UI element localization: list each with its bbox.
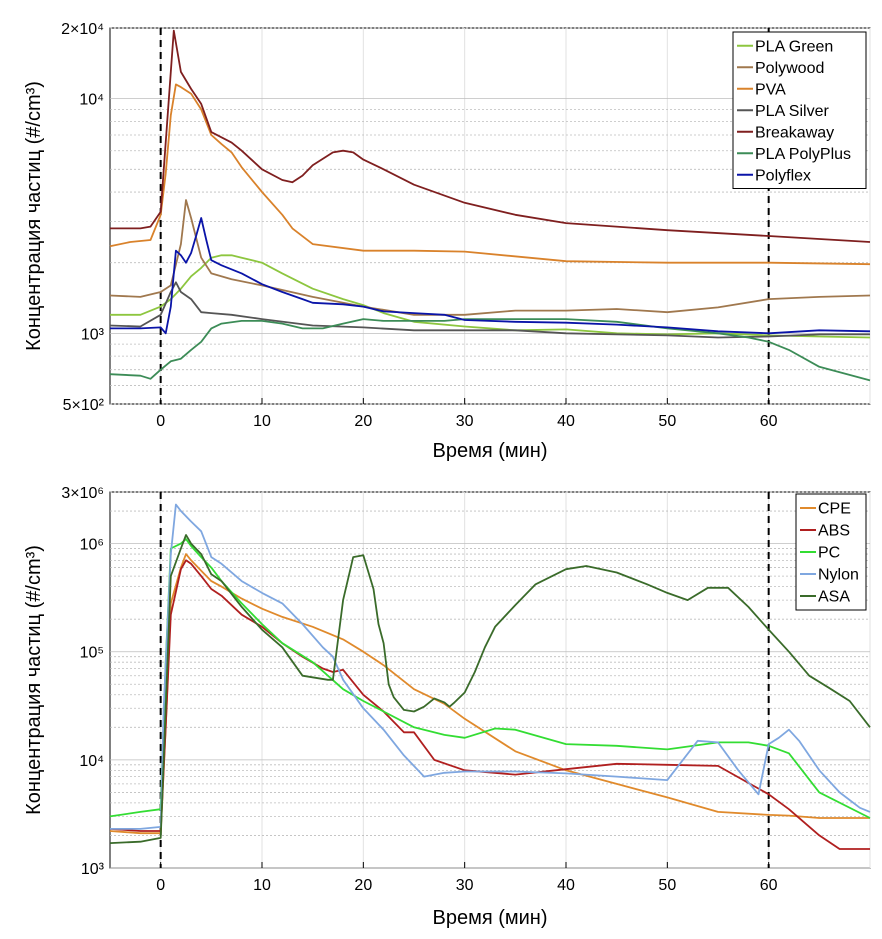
- x-axis-label-top: Время (мин): [432, 440, 547, 462]
- x-tick-label: 0: [156, 877, 165, 894]
- series-line-breakaway: [110, 29, 871, 243]
- y-tick-label: 10³: [81, 861, 105, 878]
- y-axis-label-bottom: Концентрация частиц (#/cm³): [23, 545, 45, 815]
- y-tick-label: 10⁴: [79, 92, 104, 109]
- legend-label: PLA PolyPlus: [755, 146, 851, 163]
- x-tick-label: 60: [760, 413, 778, 430]
- legend-label: CPE: [818, 501, 851, 518]
- series-line-asa: [109, 534, 871, 844]
- series-line-nylon: [110, 503, 871, 830]
- series-line-pla-green: [110, 254, 871, 339]
- x-tick-label: 50: [658, 877, 676, 894]
- x-tick-label: 60: [760, 877, 778, 894]
- x-tick-label: 20: [354, 413, 372, 430]
- legend-label: ASA: [818, 589, 850, 606]
- legend-label: Polywood: [755, 60, 824, 77]
- y-axis-label-top: Концентрация частиц (#/cm³): [23, 81, 45, 351]
- gridlines-bottom: [110, 491, 871, 869]
- y-tick-label: 2×10⁴: [61, 21, 104, 38]
- x-tick-label: 20: [354, 877, 372, 894]
- chart-top-panel: 0 10 20 30 40 50 60 5×10² 10³ 10⁴ 2×10⁴ Время (ми…: [23, 21, 871, 462]
- legend-label: Nylon: [818, 567, 859, 584]
- series-line-pla-silver: [109, 281, 870, 339]
- legend-label: PLA Silver: [755, 103, 829, 120]
- x-tick-label: 40: [557, 413, 575, 430]
- legend-box: [732, 31, 867, 189]
- legend-label: Polyflex: [755, 167, 811, 184]
- legend-label: ABS: [818, 523, 850, 540]
- legend-label: PLA Green: [755, 38, 833, 55]
- series-line-abs: [109, 559, 870, 850]
- x-tick-label: 50: [658, 413, 676, 430]
- series-lines-top: [109, 29, 871, 382]
- x-axis-label-bottom: Время (мин): [432, 907, 547, 929]
- legend-top: PLA Green Polywood PVA PLA Silver Breakaway P…: [732, 31, 867, 189]
- series-line-polyflex: [110, 217, 871, 335]
- series-line-pla-polyplus: [109, 318, 871, 382]
- chart-bottom-panel: 0 10 20 30 40 50 60 10³ 10⁴ 10⁵ 10⁶ 3×10⁶ Время (м…: [23, 485, 871, 929]
- y-tick-label: 10⁶: [80, 537, 104, 554]
- x-ticks-top: 0 10 20 30 40 50 60: [156, 398, 778, 430]
- x-tick-label: 40: [557, 877, 575, 894]
- legend-bottom: CPE ABS PC Nylon ASA: [795, 493, 867, 611]
- y-ticks-top: 5×10² 10³ 10⁴ 2×10⁴: [61, 21, 105, 414]
- legend-label: Breakaway: [755, 124, 834, 141]
- y-tick-label: 10⁴: [79, 753, 104, 770]
- x-tick-label: 10: [253, 877, 271, 894]
- plot-area-bottom: [109, 491, 871, 869]
- y-tick-label: 10⁵: [80, 645, 104, 662]
- x-tick-label: 30: [456, 413, 474, 430]
- y-tick-label: 3×10⁶: [61, 485, 104, 502]
- x-tick-label: 0: [156, 413, 165, 430]
- x-tick-label: 30: [456, 877, 474, 894]
- y-tick-label: 10³: [81, 326, 105, 343]
- y-tick-label: 5×10²: [63, 397, 105, 414]
- legend-label: PC: [818, 545, 840, 562]
- x-tick-label: 10: [253, 413, 271, 430]
- series-line-pva: [109, 83, 871, 266]
- x-ticks-bottom: 0 10 20 30 40 50 60: [156, 862, 778, 894]
- y-ticks-bottom: 10³ 10⁴ 10⁵ 10⁶ 3×10⁶: [61, 485, 104, 878]
- series-line-polywood: [109, 199, 871, 316]
- series-lines-bottom: [109, 503, 871, 850]
- legend-label: PVA: [755, 81, 786, 98]
